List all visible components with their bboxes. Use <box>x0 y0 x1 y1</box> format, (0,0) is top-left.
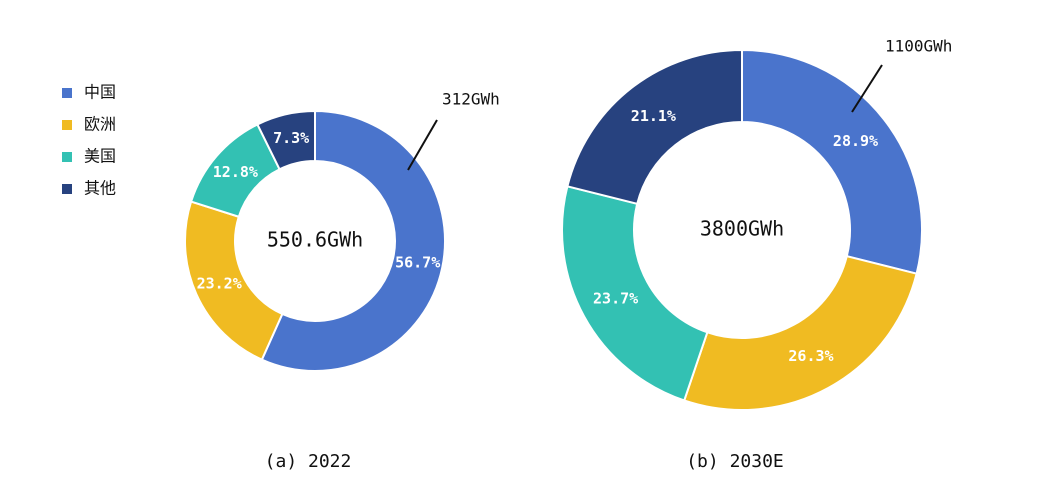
caption: (a) 2022 <box>265 451 352 472</box>
value-label: 23.7% <box>593 289 638 307</box>
legend-label: 美国 <box>84 147 116 166</box>
value-label: 12.8% <box>213 163 258 181</box>
legend-swatch <box>62 184 72 194</box>
legend-swatch <box>62 120 72 130</box>
slice <box>561 185 709 402</box>
slice <box>256 109 316 171</box>
annotation-line <box>851 64 883 113</box>
legend-swatch <box>62 88 72 98</box>
value-label: 23.2% <box>197 274 242 292</box>
legend-label: 中国 <box>84 83 116 102</box>
value-label: 28.9% <box>833 132 878 150</box>
center-label: 3800GWh <box>700 217 784 241</box>
annotation: 1100GWh <box>885 37 952 56</box>
slice <box>260 109 446 372</box>
caption: (b) 2030E <box>686 451 784 472</box>
center-label: 550.6GWh <box>267 228 363 252</box>
legend-label: 欧洲 <box>84 115 116 134</box>
value-label: 26.3% <box>788 347 833 365</box>
value-label: 56.7% <box>395 253 440 271</box>
annotation-line <box>407 119 438 171</box>
value-label: 7.3% <box>273 129 309 147</box>
legend-swatch <box>62 152 72 162</box>
slice <box>566 48 743 206</box>
slice <box>741 48 923 275</box>
value-label: 21.1% <box>631 107 676 125</box>
legend-label: 其他 <box>84 179 116 198</box>
annotation: 312GWh <box>442 90 500 109</box>
slice <box>682 254 918 411</box>
